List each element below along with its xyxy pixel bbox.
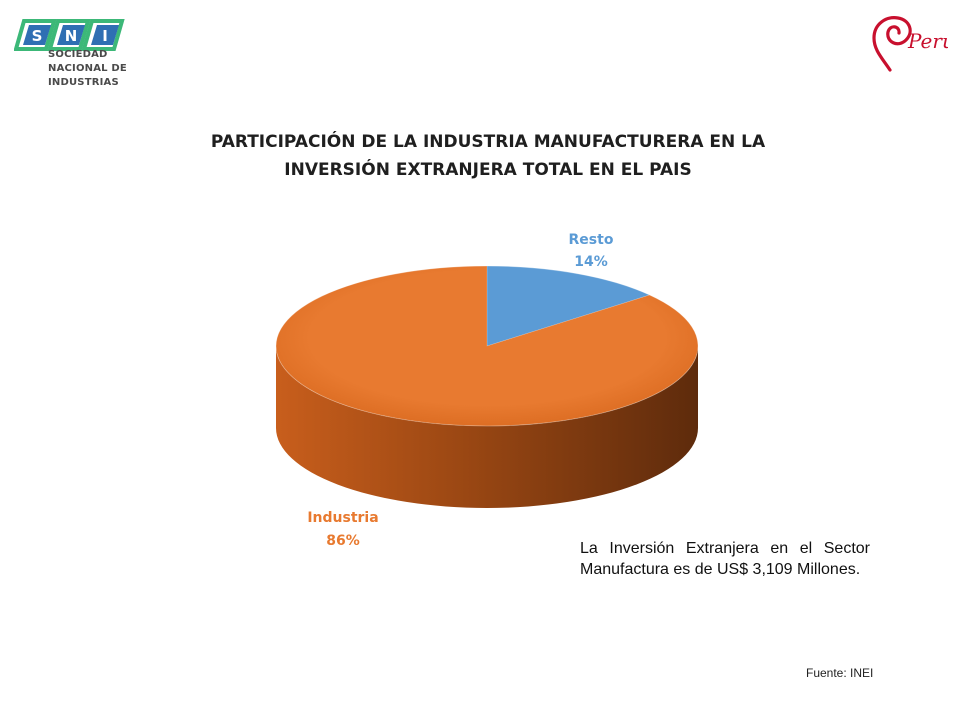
chart-title-line: PARTICIPACIÓN DE LA INDUSTRIA MANUFACTUR… bbox=[210, 132, 766, 152]
slice-value-resto: 14% bbox=[574, 254, 608, 270]
chart-title: PARTICIPACIÓN DE LA INDUSTRIA MANUFACTUR… bbox=[150, 128, 826, 184]
peru-logo: Perú bbox=[868, 10, 955, 80]
slice-label-industria: Industria bbox=[307, 510, 378, 526]
pie-slice-resto bbox=[486, 265, 651, 347]
slice-label-resto: Resto bbox=[569, 232, 614, 248]
chart-title-line: INVERSIÓN EXTRANJERA TOTAL EN EL PAIS bbox=[284, 160, 692, 180]
peru-wordmark: Perú bbox=[907, 29, 948, 53]
pie-rim bbox=[275, 265, 699, 427]
investment-note: La Inversión Extranjera en el Sector Man… bbox=[580, 540, 870, 578]
pie-slice-industria bbox=[275, 265, 699, 427]
sni-name: SOCIEDAD NACIONAL DE INDUSTRIAS bbox=[48, 48, 127, 90]
sni-letter-n: N bbox=[65, 27, 78, 45]
sni-name-line: NACIONAL DE bbox=[48, 63, 127, 74]
slice-value-industria: 86% bbox=[326, 533, 360, 549]
source-label: Fuente: INEI bbox=[806, 666, 874, 680]
pie-side-wall bbox=[276, 346, 698, 508]
sni-name-line: SOCIEDAD bbox=[48, 49, 108, 60]
sni-letter-s: S bbox=[32, 27, 43, 45]
sni-logo: S N I bbox=[14, 18, 164, 108]
sni-letter-i: I bbox=[102, 27, 108, 45]
sni-name-line: INDUSTRIAS bbox=[48, 77, 119, 88]
